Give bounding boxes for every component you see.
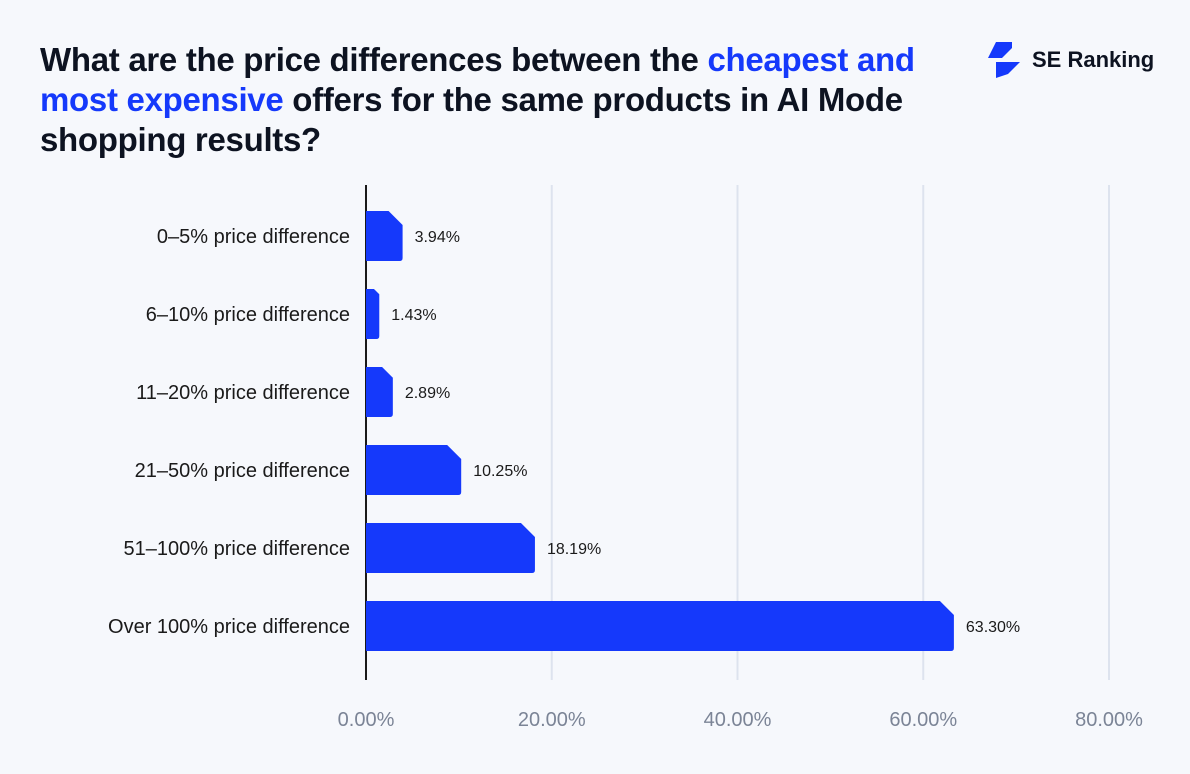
- category-label: 21–50% price difference: [135, 460, 350, 482]
- category-label: 0–5% price difference: [157, 226, 350, 248]
- bar: [366, 601, 954, 651]
- data-label: 1.43%: [391, 307, 436, 324]
- title-text-end: offers for the same products in AI Mode …: [40, 81, 903, 158]
- x-tick-label: 80.00%: [1075, 709, 1143, 731]
- title-text: What are the price differences between t…: [40, 41, 708, 78]
- category-label: Over 100% price difference: [108, 616, 350, 638]
- x-tick-label: 20.00%: [518, 709, 586, 731]
- data-label: 2.89%: [405, 385, 450, 402]
- brand-name: SE Ranking: [1032, 47, 1155, 72]
- x-tick-label: 40.00%: [704, 709, 772, 731]
- bar: [366, 289, 380, 339]
- data-label: 3.94%: [415, 229, 460, 246]
- x-tick-label: 60.00%: [889, 709, 957, 731]
- title-highlight: cheapest and most expensive: [40, 41, 915, 118]
- brand-logo: SE Ranking: [986, 40, 1154, 80]
- category-label: 11–20% price difference: [136, 382, 350, 404]
- category-label: 51–100% price difference: [124, 538, 350, 560]
- chart-title: What are the price differences between t…: [40, 40, 980, 160]
- se-ranking-logo-icon: [988, 42, 1020, 78]
- bar: [366, 445, 462, 495]
- data-label: 63.30%: [966, 619, 1020, 636]
- bar: [366, 211, 403, 261]
- bar: [366, 523, 535, 573]
- x-tick-label: 0.00%: [338, 709, 395, 731]
- data-label: 18.19%: [547, 541, 601, 558]
- bar: [366, 367, 393, 417]
- data-label: 10.25%: [473, 463, 527, 480]
- category-label: 6–10% price difference: [146, 304, 350, 326]
